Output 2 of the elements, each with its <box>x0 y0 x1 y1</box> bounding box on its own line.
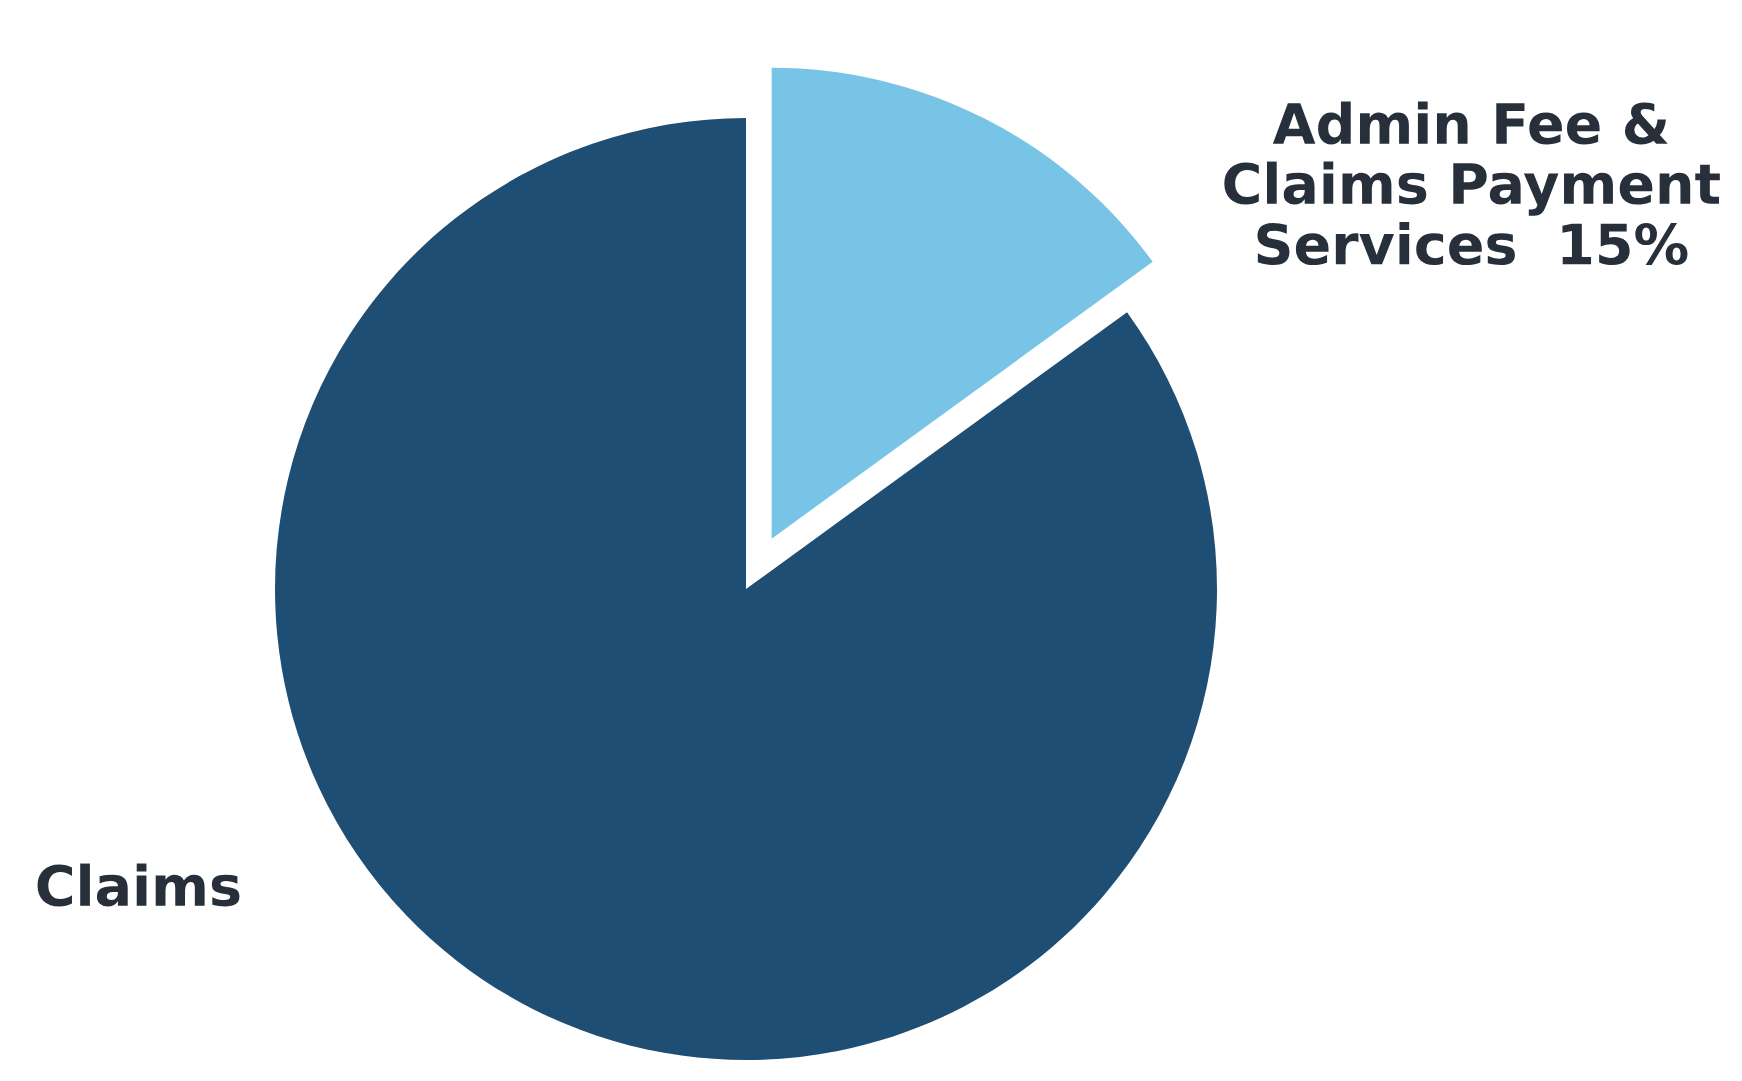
slice-label: Claims <box>37 863 240 907</box>
slice-label: Admin Fee & Claims Payment Services 15% <box>1224 101 1720 266</box>
